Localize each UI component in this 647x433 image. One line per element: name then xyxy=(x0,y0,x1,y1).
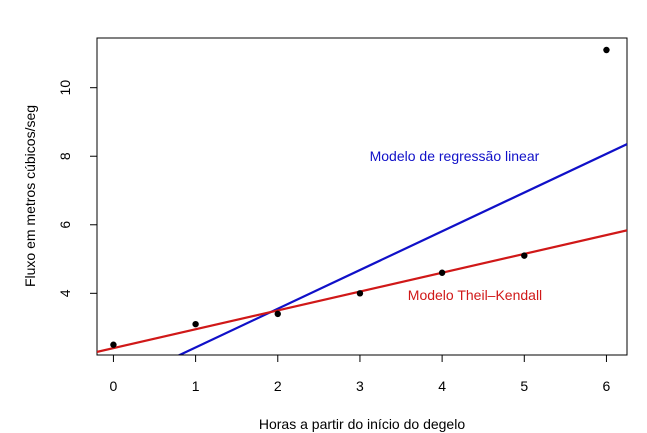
data-point xyxy=(192,320,199,328)
data-point xyxy=(603,46,610,54)
y-tick-label: 6 xyxy=(57,221,73,229)
x-tick-label: 4 xyxy=(438,378,446,394)
fit-line-1 xyxy=(177,143,627,355)
data-points xyxy=(110,46,610,348)
data-point xyxy=(356,290,364,297)
x-tick-label: 3 xyxy=(356,378,364,394)
y-tick-label: 10 xyxy=(57,80,73,96)
data-point xyxy=(438,269,446,276)
line-label-1: Modelo de regressão linear xyxy=(370,148,540,164)
y-tick-label: 4 xyxy=(57,289,73,297)
x-tick-label: 6 xyxy=(603,378,611,394)
data-point xyxy=(110,341,117,348)
x-tick-label: 5 xyxy=(520,378,528,394)
line-labels: Modelo de regressão linear Modelo Theil–K… xyxy=(370,148,543,303)
x-tick-label: 2 xyxy=(274,378,282,394)
x-tick-label: 1 xyxy=(192,378,200,394)
data-point xyxy=(274,310,281,318)
x-axis-label: Horas a partir do início do degelo xyxy=(259,416,465,432)
fit-lines xyxy=(97,143,627,355)
y-axis-label: Fluxo em metros cúbicos/seg xyxy=(22,105,38,287)
y-tick-label: 8 xyxy=(57,152,73,160)
x-tick-label: 0 xyxy=(110,378,118,394)
x-axis: 0 1 2 3 4 5 6 xyxy=(110,354,611,394)
line-label-2: Modelo Theil–Kendall xyxy=(408,287,542,303)
plot-frame xyxy=(96,37,628,356)
data-point xyxy=(521,252,528,259)
y-axis: 4 6 8 10 xyxy=(57,80,98,297)
